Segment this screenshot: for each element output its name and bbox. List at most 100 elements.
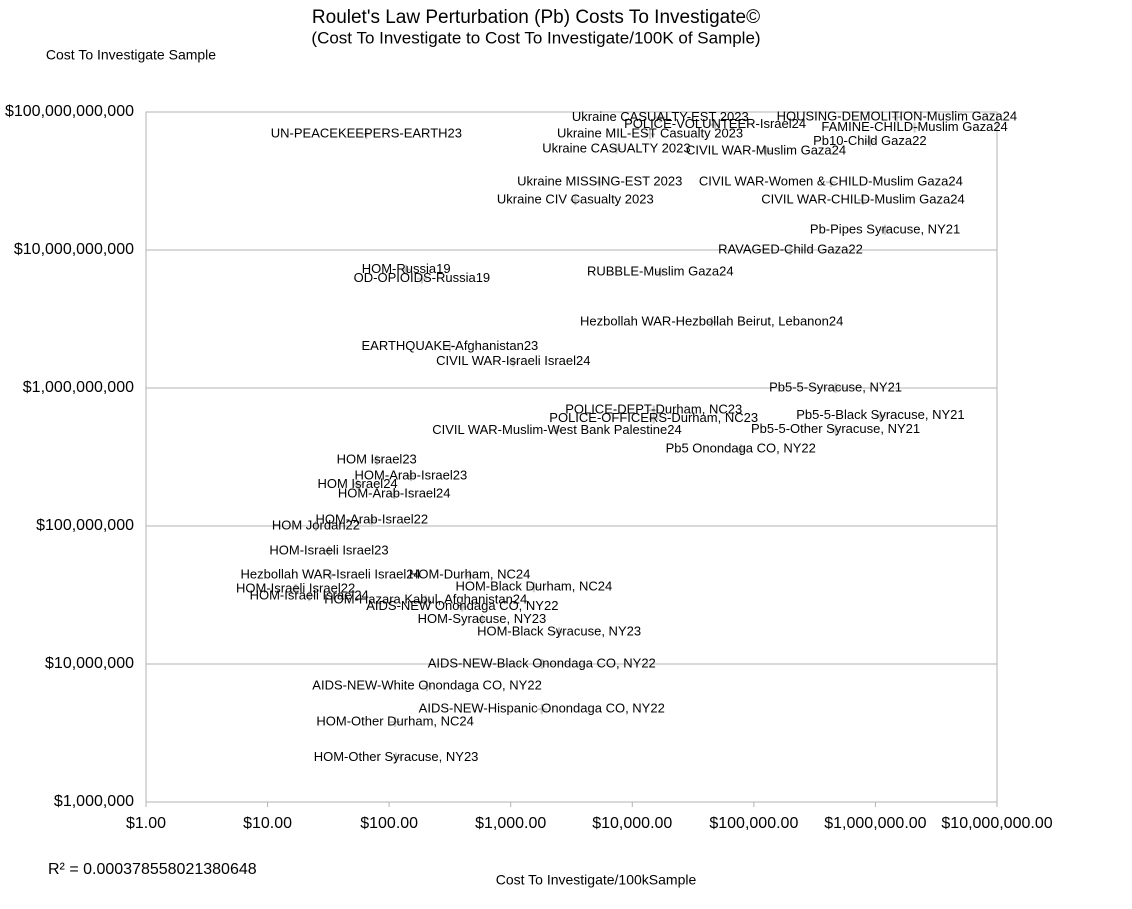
x-tick-label: $10,000.00 (592, 815, 672, 832)
point (648, 413, 659, 424)
point (416, 273, 427, 284)
y-axis-title: Cost To Investigate Sample (46, 47, 216, 63)
point-label: Ukraine CIV Casualty 2023 (497, 192, 654, 207)
point (710, 119, 721, 130)
point-label: HOM-Israeli Israel24 (250, 588, 369, 603)
point-label: AIDS-NEW-Hispanic Onondaga CO, NY22 (419, 701, 665, 716)
point (785, 245, 796, 255)
point-label: HOM Israel24 (317, 476, 397, 491)
point (594, 177, 605, 188)
x-tick-label: $10.00 (243, 815, 292, 832)
point-label: Hezbollah WAR-Hezbollah Beirut, Lebanon2… (580, 314, 843, 329)
point-label: HOM-Russia19 (362, 261, 451, 276)
point (880, 224, 891, 235)
point (325, 570, 336, 581)
point (825, 177, 836, 188)
point (761, 146, 772, 157)
point (352, 479, 363, 490)
point-label: Pb10-Child Gaza22 (813, 133, 926, 148)
x-tick-label: $100.00 (360, 815, 418, 832)
point-label: HOM-Other Durham, NC24 (316, 713, 473, 728)
point (390, 716, 401, 727)
point-label: UN-PEACEKEEPERS-EARTH23 (271, 126, 462, 141)
point-label: HOM-Black Durham, NC24 (455, 579, 612, 594)
y-tick-label: $100,000,000,000 (5, 103, 134, 120)
point-label: EARTHQUAKE-Afghanistan23 (361, 338, 538, 353)
point-label: POLICE-VOLUNTEER-Israel24 (624, 116, 806, 131)
point (391, 752, 402, 763)
point (611, 143, 622, 154)
point-label: HOM-Israeli Israel23 (269, 542, 388, 557)
point (735, 444, 746, 455)
point-label: HOM-Arab-Israel24 (338, 486, 451, 501)
point (891, 111, 902, 122)
point (401, 264, 412, 275)
point-label: HOM-Arab-Israel23 (355, 468, 468, 483)
point (508, 356, 519, 367)
point (420, 595, 431, 606)
point-label: RUBBLE-Muslim Gaza24 (587, 264, 734, 279)
y-tick-label: $100,000,000 (36, 517, 134, 534)
point (361, 129, 372, 140)
point-label: OD-OPIOIDS-Russia19 (354, 270, 491, 285)
point-label: Pb5 Onondaga CO, NY22 (666, 441, 816, 456)
point-label: HOM-Arab-Israel22 (315, 512, 428, 527)
point (551, 425, 562, 436)
point-label: AIDS-NEW Onondaga CO, NY22 (366, 598, 558, 613)
point (830, 383, 841, 393)
chart-title: Roulet's Law Perturbation (Pb) Costs To … (312, 7, 760, 28)
point (706, 317, 717, 328)
point-label: Ukraine CASUALTY-EST 2023 (572, 109, 749, 124)
point-label: Pb5-5-Other Syracuse, NY21 (751, 421, 920, 436)
point (864, 136, 875, 147)
point-label: Ukraine MISSING-EST 2023 (517, 174, 682, 189)
point (422, 681, 433, 692)
point-label: CIVIL WAR-Muslim Gaza24 (686, 143, 846, 158)
point-label: RAVAGED-Child Gaza22 (718, 241, 863, 256)
point-label: Pb-Pipes Syracuse, NY21 (810, 221, 960, 236)
point-label: CIVIL WAR-Muslim-West Bank Palestine24 (432, 422, 681, 437)
plot-frame (145, 111, 998, 803)
x-tick-label: $1,000.00 (475, 815, 546, 832)
point-label: Ukraine MIL-EST Casualty 2023 (557, 126, 743, 141)
point-label: FAMINE-CHILD-Muslim Gaza24 (821, 119, 1007, 134)
point-label: Pb5-5-Syracuse, NY21 (769, 379, 902, 394)
point-label: HOM Israel23 (337, 452, 417, 467)
point (655, 267, 666, 278)
point (655, 112, 666, 123)
point-label: HOM-Hazara Kabul, Afghanistan24 (324, 592, 527, 607)
point (405, 471, 416, 482)
r-squared: R² = 0.000378558021380648 (48, 861, 257, 878)
point-label: CIVIL WAR-CHILD-Muslim Gaza24 (761, 192, 964, 207)
point (536, 659, 547, 669)
point-label: CIVIL WAR-Women & CHILD-Muslim Gaza24 (699, 174, 963, 189)
point (648, 405, 659, 416)
x-axis-title: Cost To Investigate/100kSample (496, 872, 697, 888)
point-label: HOUSING-DEMOLITION-Muslim Gaza24 (777, 108, 1018, 123)
point (444, 341, 455, 352)
point-label: POLICE-OFFICERS-Durham, NC23 (549, 410, 758, 425)
point (371, 455, 382, 466)
point (570, 195, 581, 206)
x-tick-label: $10,000,000.00 (941, 815, 1052, 832)
point-label: Ukraine CASUALTY 2023 (542, 140, 690, 155)
y-tick-label: $1,000,000 (54, 793, 134, 810)
point-label: POLICE-DEPT-Durham, NC23 (565, 402, 742, 417)
x-tick-label: $1,000,000.00 (824, 815, 926, 832)
point-label: HOM-Israeli Israel22 (236, 580, 355, 595)
point-label: HOM-Black Syracuse, NY23 (477, 624, 641, 639)
point (323, 545, 334, 556)
point (857, 195, 868, 206)
point-label: CIVIL WAR-Israeli Israel24 (436, 353, 590, 368)
point-label: HOM-Other Syracuse, NY23 (314, 749, 479, 764)
point (389, 489, 400, 500)
point-label: HOM Jordan22 (272, 517, 360, 532)
point (528, 582, 539, 593)
point (304, 591, 315, 602)
point-label: Hezbollah WAR-Israeli Israel24 (241, 567, 421, 582)
point (830, 424, 841, 435)
point (875, 410, 886, 421)
x-tick-label: $1.00 (126, 815, 166, 832)
point (464, 570, 475, 581)
